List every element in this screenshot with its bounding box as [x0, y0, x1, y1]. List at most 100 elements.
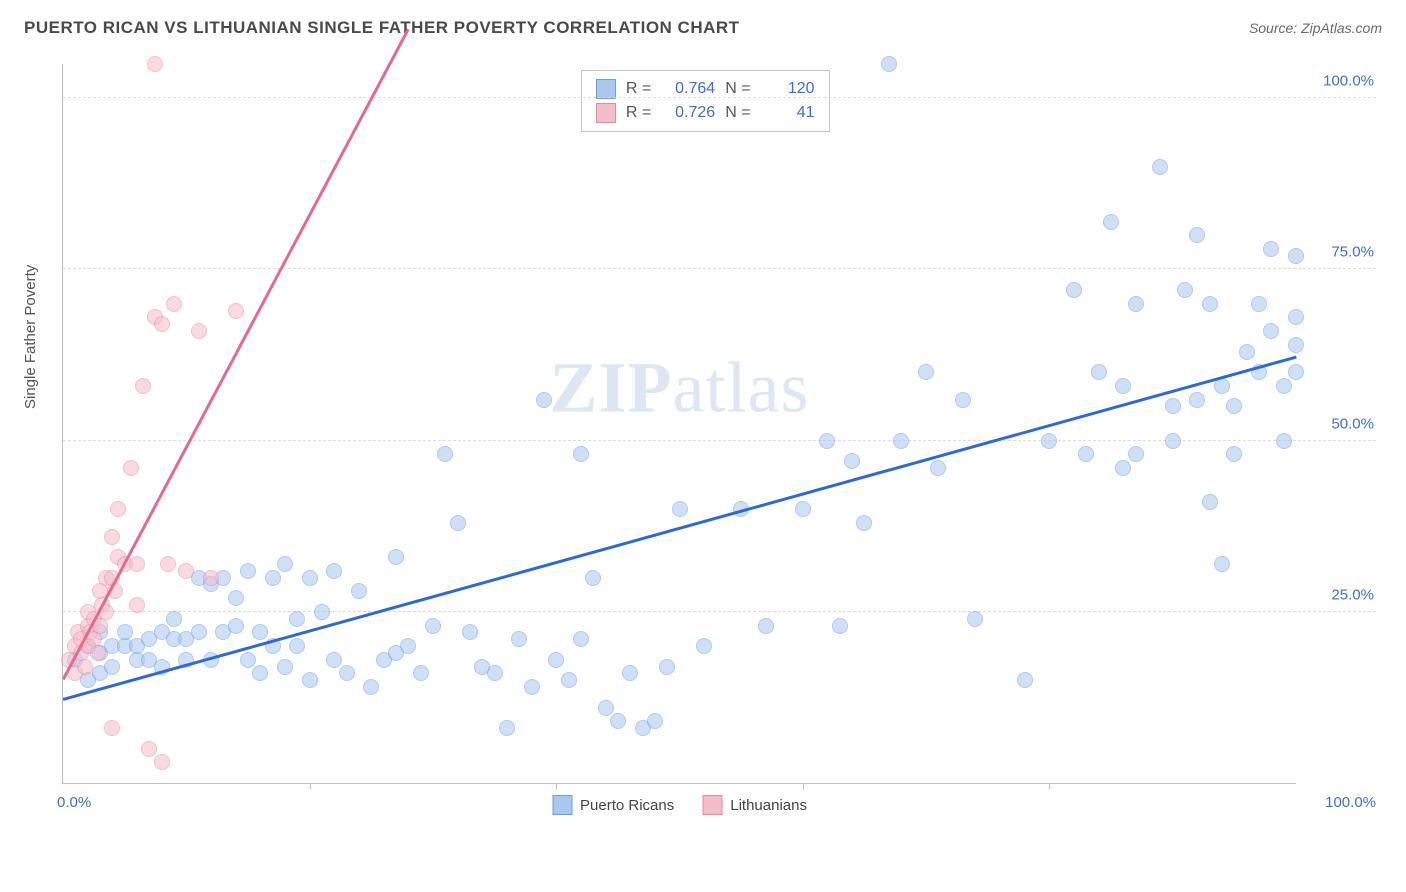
data-point — [1288, 309, 1304, 325]
legend-item: Lithuanians — [702, 795, 807, 815]
data-point — [135, 378, 151, 394]
x-tick — [310, 783, 311, 789]
data-point — [1226, 446, 1242, 462]
gridline — [63, 611, 1376, 612]
data-point — [104, 529, 120, 545]
plot-region: ZIPatlas R =0.764N =120R =0.726N =41 0.0… — [62, 64, 1296, 784]
data-point — [795, 501, 811, 517]
data-point — [129, 597, 145, 613]
data-point — [228, 590, 244, 606]
data-point — [77, 659, 93, 675]
data-point — [289, 611, 305, 627]
data-point — [511, 631, 527, 647]
data-point — [930, 460, 946, 476]
data-point — [240, 652, 256, 668]
data-point — [265, 570, 281, 586]
data-point — [413, 665, 429, 681]
series-legend: Puerto Ricans Lithuanians — [552, 795, 807, 815]
data-point — [1041, 433, 1057, 449]
x-axis-min-label: 0.0% — [57, 794, 91, 811]
data-point — [154, 316, 170, 332]
data-point — [548, 652, 564, 668]
x-tick — [1049, 783, 1050, 789]
data-point — [573, 446, 589, 462]
data-point — [178, 563, 194, 579]
data-point — [1066, 282, 1082, 298]
legend-n-label: N = — [725, 101, 750, 125]
data-point — [1202, 494, 1218, 510]
data-point — [228, 618, 244, 634]
data-point — [191, 323, 207, 339]
data-point — [1152, 159, 1168, 175]
data-point — [191, 624, 207, 640]
data-point — [1288, 337, 1304, 353]
data-point — [425, 618, 441, 634]
data-point — [154, 754, 170, 770]
data-point — [1078, 446, 1094, 462]
data-point — [141, 741, 157, 757]
data-point — [758, 618, 774, 634]
data-point — [819, 433, 835, 449]
data-point — [339, 665, 355, 681]
data-point — [672, 501, 688, 517]
data-point — [1189, 392, 1205, 408]
legend-swatch — [596, 103, 616, 123]
data-point — [647, 713, 663, 729]
data-point — [1288, 248, 1304, 264]
data-point — [388, 549, 404, 565]
data-point — [166, 296, 182, 312]
data-point — [252, 665, 268, 681]
legend-swatch — [702, 795, 722, 815]
watermark: ZIPatlas — [550, 346, 810, 429]
data-point — [524, 679, 540, 695]
data-point — [1115, 378, 1131, 394]
legend-r-label: R = — [626, 101, 651, 125]
data-point — [1239, 344, 1255, 360]
data-point — [881, 56, 897, 72]
x-axis-max-label: 100.0% — [1325, 794, 1376, 811]
data-point — [1263, 323, 1279, 339]
data-point — [1202, 296, 1218, 312]
trend-line — [63, 356, 1297, 701]
data-point — [450, 515, 466, 531]
data-point — [1263, 241, 1279, 257]
data-point — [1128, 446, 1144, 462]
data-point — [856, 515, 872, 531]
data-point — [117, 624, 133, 640]
data-point — [277, 659, 293, 675]
data-point — [610, 713, 626, 729]
data-point — [104, 720, 120, 736]
y-tick-label: 50.0% — [1331, 415, 1374, 432]
trend-line — [62, 28, 409, 680]
data-point — [462, 624, 478, 640]
y-axis-label: Single Father Poverty — [22, 265, 39, 409]
data-point — [1214, 556, 1230, 572]
data-point — [351, 583, 367, 599]
data-point — [1276, 378, 1292, 394]
data-point — [955, 392, 971, 408]
gridline — [63, 268, 1376, 269]
data-point — [437, 446, 453, 462]
chart-header: PUERTO RICAN VS LITHUANIAN SINGLE FATHER… — [0, 0, 1406, 46]
stats-legend-row: R =0.726N =41 — [596, 101, 815, 125]
data-point — [918, 364, 934, 380]
y-tick-label: 25.0% — [1331, 586, 1374, 603]
stats-legend: R =0.764N =120R =0.726N =41 — [581, 70, 830, 132]
data-point — [326, 652, 342, 668]
data-point — [90, 645, 106, 661]
data-point — [1177, 282, 1193, 298]
data-point — [166, 611, 182, 627]
data-point — [252, 624, 268, 640]
x-tick — [556, 783, 557, 789]
data-point — [536, 392, 552, 408]
data-point — [844, 453, 860, 469]
data-point — [326, 563, 342, 579]
y-tick-label: 100.0% — [1323, 73, 1374, 90]
data-point — [314, 604, 330, 620]
data-point — [1276, 433, 1292, 449]
legend-label: Puerto Ricans — [580, 797, 674, 814]
data-point — [499, 720, 515, 736]
data-point — [967, 611, 983, 627]
legend-swatch — [596, 79, 616, 99]
x-tick — [803, 783, 804, 789]
